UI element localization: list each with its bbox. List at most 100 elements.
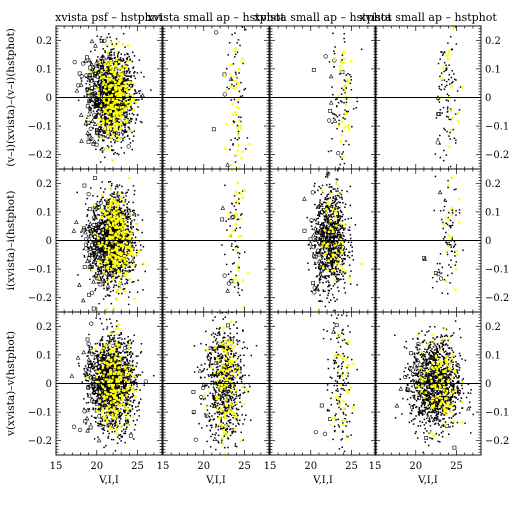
data-point xyxy=(111,213,114,215)
highlight-point xyxy=(90,269,94,273)
data-point xyxy=(96,195,99,198)
open-point xyxy=(91,279,96,284)
data-point xyxy=(111,256,113,259)
data-point xyxy=(117,285,120,288)
highlight-point xyxy=(118,89,121,93)
data-point xyxy=(89,80,92,82)
open-point xyxy=(85,226,91,231)
data-point xyxy=(85,124,88,127)
data-point xyxy=(241,95,244,97)
data-point xyxy=(95,262,97,265)
data-point xyxy=(131,210,134,212)
data-point xyxy=(121,81,123,84)
data-point xyxy=(327,289,330,292)
open-point xyxy=(87,74,92,79)
data-point xyxy=(228,42,231,44)
data-point xyxy=(104,107,106,109)
data-point xyxy=(92,211,95,214)
data-point xyxy=(443,88,446,90)
data-point xyxy=(108,198,110,201)
data-point xyxy=(121,87,124,89)
data-point xyxy=(440,89,442,91)
data-point xyxy=(123,104,125,106)
data-point xyxy=(238,137,240,139)
data-point xyxy=(91,248,94,250)
data-point xyxy=(106,229,108,232)
data-point xyxy=(440,51,442,53)
data-point xyxy=(233,85,235,87)
data-point xyxy=(124,235,127,237)
highlight-point xyxy=(113,199,116,202)
highlight-point xyxy=(342,155,345,159)
data-point xyxy=(121,185,123,188)
data-point xyxy=(112,92,115,95)
data-point xyxy=(131,220,133,222)
data-point xyxy=(244,148,247,150)
panel-r1-c1 xyxy=(162,168,270,313)
highlight-point xyxy=(116,220,119,224)
data-point xyxy=(456,90,459,92)
data-point xyxy=(119,58,122,61)
highlight-point xyxy=(101,119,105,122)
highlight-point xyxy=(117,94,121,97)
data-point xyxy=(127,225,129,227)
data-point xyxy=(108,52,111,54)
data-point xyxy=(124,128,126,131)
data-point xyxy=(114,237,116,239)
data-point xyxy=(94,117,96,119)
data-point xyxy=(446,110,449,113)
highlight-point xyxy=(138,249,141,252)
data-point xyxy=(133,212,135,214)
highlight-point xyxy=(109,125,112,128)
highlight-point xyxy=(108,208,111,211)
data-point xyxy=(126,64,129,67)
highlight-point xyxy=(125,241,128,245)
open-point xyxy=(93,72,97,77)
highlight-point xyxy=(111,103,114,106)
data-point xyxy=(112,270,115,272)
data-point xyxy=(100,79,103,82)
data-point xyxy=(106,276,109,278)
open-point xyxy=(130,258,136,263)
data-point xyxy=(96,66,98,68)
data-point xyxy=(110,276,113,279)
data-point xyxy=(234,53,237,56)
open-point xyxy=(88,221,93,226)
data-point xyxy=(124,263,126,266)
data-point xyxy=(118,131,120,134)
highlight-point xyxy=(106,205,109,208)
data-point xyxy=(118,99,120,101)
data-point xyxy=(92,195,94,197)
data-point xyxy=(119,270,122,272)
data-point xyxy=(113,63,115,66)
data-point xyxy=(333,283,336,285)
open-point xyxy=(93,43,98,48)
data-point xyxy=(343,79,346,81)
data-point xyxy=(124,79,126,81)
highlight-point xyxy=(115,122,119,125)
data-point xyxy=(99,82,102,85)
data-point xyxy=(106,94,109,97)
highlight-point xyxy=(97,259,100,262)
data-point xyxy=(140,95,142,97)
data-point xyxy=(128,84,131,86)
data-point xyxy=(448,83,451,85)
highlight-point xyxy=(97,276,100,280)
open-point xyxy=(102,278,107,283)
data-point xyxy=(111,91,113,94)
highlight-point xyxy=(121,264,125,267)
highlight-point xyxy=(110,84,114,87)
highlight-point xyxy=(97,94,100,98)
data-point xyxy=(129,98,131,100)
highlight-point xyxy=(123,226,126,229)
data-point xyxy=(137,214,139,216)
data-point xyxy=(132,185,135,187)
highlight-point xyxy=(119,259,122,262)
open-point xyxy=(86,192,91,197)
highlight-point xyxy=(113,234,117,237)
highlight-point xyxy=(116,123,119,126)
data-point xyxy=(123,72,125,75)
data-point xyxy=(93,243,96,245)
data-point xyxy=(131,148,134,151)
data-point xyxy=(447,100,449,102)
